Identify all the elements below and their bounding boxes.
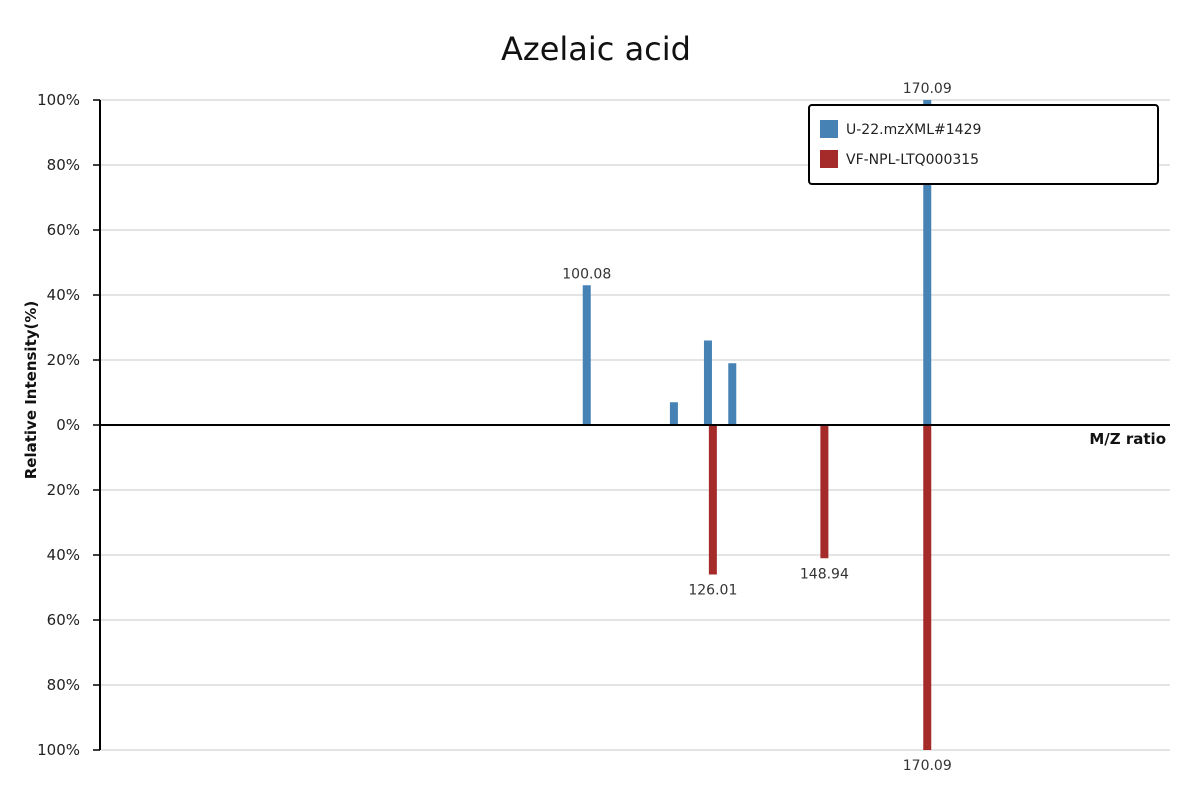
legend-swatch-top: [820, 120, 838, 138]
y-tick-label: 40%: [47, 546, 80, 564]
legend-box: [808, 104, 1159, 185]
peak-label: 100.08: [562, 266, 611, 282]
peak-bar-bottom: [923, 425, 932, 750]
legend-label-bottom: VF-NPL-LTQ000315: [846, 152, 979, 168]
legend-swatch-bottom: [820, 150, 838, 168]
peak-bar-top: [669, 402, 678, 425]
chart-title: Azelaic acid: [501, 30, 691, 68]
y-tick-label: 20%: [47, 351, 80, 369]
y-tick-label: 80%: [47, 156, 80, 174]
peak-label: 170.09: [903, 81, 952, 97]
peak-bar-top: [703, 340, 712, 425]
y-tick-label: 100%: [37, 91, 80, 109]
y-tick-label: 100%: [37, 741, 80, 759]
y-tick-label: 40%: [47, 286, 80, 304]
y-tick-label: 20%: [47, 481, 80, 499]
peak-label: 126.01: [688, 583, 737, 599]
y-axis-ticks: 100% 80% 60% 40% 20% 0% 20% 40% 60% 80% 100%: [37, 91, 100, 759]
legend-label-top: U-22.mzXML#1429: [846, 122, 981, 138]
y-tick-label: 0%: [56, 416, 80, 434]
peak-bar-top: [728, 363, 737, 425]
peak-bar-bottom: [708, 425, 717, 575]
peak-bar-top: [923, 100, 932, 425]
peak-label: 148.94: [800, 566, 849, 582]
y-tick-label: 60%: [47, 221, 80, 239]
peaks: [582, 100, 932, 750]
peak-bar-bottom: [820, 425, 829, 559]
legend: U-22.mzXML#1429 VF-NPL-LTQ000315: [808, 104, 1159, 185]
y-tick-label: 60%: [47, 611, 80, 629]
peak-labels: 100.08 170.09 126.01 148.94 170.09: [562, 81, 952, 774]
y-axis-title: Relative Intensity(%): [22, 301, 40, 480]
x-axis-title: M/Z ratio: [1089, 430, 1166, 448]
y-tick-label: 80%: [47, 676, 80, 694]
peak-label: 170.09: [903, 758, 952, 774]
peak-bar-top: [582, 285, 591, 425]
